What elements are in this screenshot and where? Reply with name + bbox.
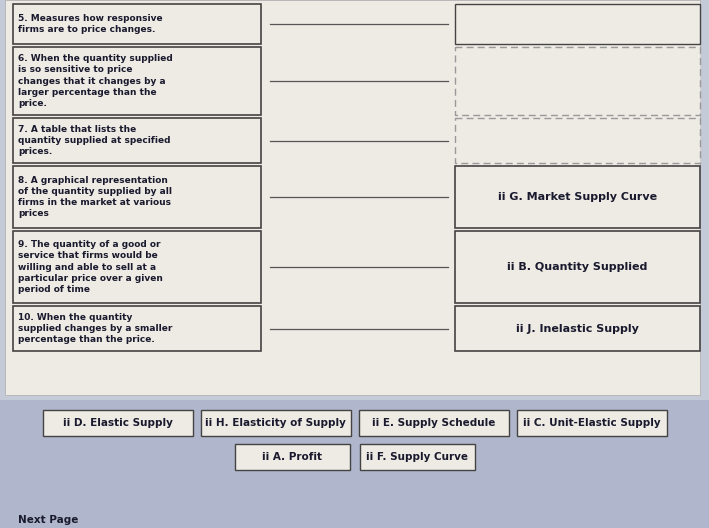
Bar	[13, 166, 261, 228]
Text: ii C. Unit-Elastic Supply: ii C. Unit-Elastic Supply	[523, 418, 660, 428]
Bar	[516, 410, 666, 436]
Bar	[13, 47, 261, 115]
Bar	[13, 118, 261, 163]
Bar	[13, 231, 261, 303]
Text: ii D. Elastic Supply: ii D. Elastic Supply	[62, 418, 172, 428]
Text: 9. The quantity of a good or
service that firms would be
willing and able to sel: 9. The quantity of a good or service tha…	[18, 240, 163, 294]
Bar	[5, 0, 700, 395]
Bar	[13, 4, 261, 44]
Bar	[455, 231, 700, 303]
Bar	[359, 444, 474, 470]
Bar	[235, 444, 350, 470]
Text: ii E. Supply Schedule: ii E. Supply Schedule	[372, 418, 495, 428]
Text: ii A. Profit: ii A. Profit	[262, 452, 322, 462]
Text: 7. A table that lists the
quantity supplied at specified
prices.: 7. A table that lists the quantity suppl…	[18, 125, 170, 156]
Bar	[0, 400, 709, 528]
Bar	[359, 410, 508, 436]
Bar	[201, 410, 350, 436]
Text: 10. When the quantity
supplied changes by a smaller
percentage than the price.: 10. When the quantity supplied changes b…	[18, 313, 172, 344]
Bar	[13, 306, 261, 351]
Text: Next Page: Next Page	[18, 515, 79, 525]
Text: 5. Measures how responsive
firms are to price changes.: 5. Measures how responsive firms are to …	[18, 14, 162, 34]
Text: ii G. Market Supply Curve: ii G. Market Supply Curve	[498, 192, 657, 202]
Text: 8. A graphical representation
of the quantity supplied by all
firms in the marke: 8. A graphical representation of the qua…	[18, 176, 172, 218]
Bar	[455, 166, 700, 228]
Text: 6. When the quantity supplied
is so sensitive to price
changes that it changes b: 6. When the quantity supplied is so sens…	[18, 54, 173, 108]
Bar	[455, 47, 700, 115]
Bar	[455, 4, 700, 44]
Bar	[43, 410, 193, 436]
Text: ii B. Quantity Supplied: ii B. Quantity Supplied	[508, 262, 648, 272]
Text: ii F. Supply Curve: ii F. Supply Curve	[366, 452, 468, 462]
Text: ii H. Elasticity of Supply: ii H. Elasticity of Supply	[205, 418, 346, 428]
Bar	[455, 306, 700, 351]
Bar	[455, 118, 700, 163]
Text: ii J. Inelastic Supply: ii J. Inelastic Supply	[516, 324, 639, 334]
